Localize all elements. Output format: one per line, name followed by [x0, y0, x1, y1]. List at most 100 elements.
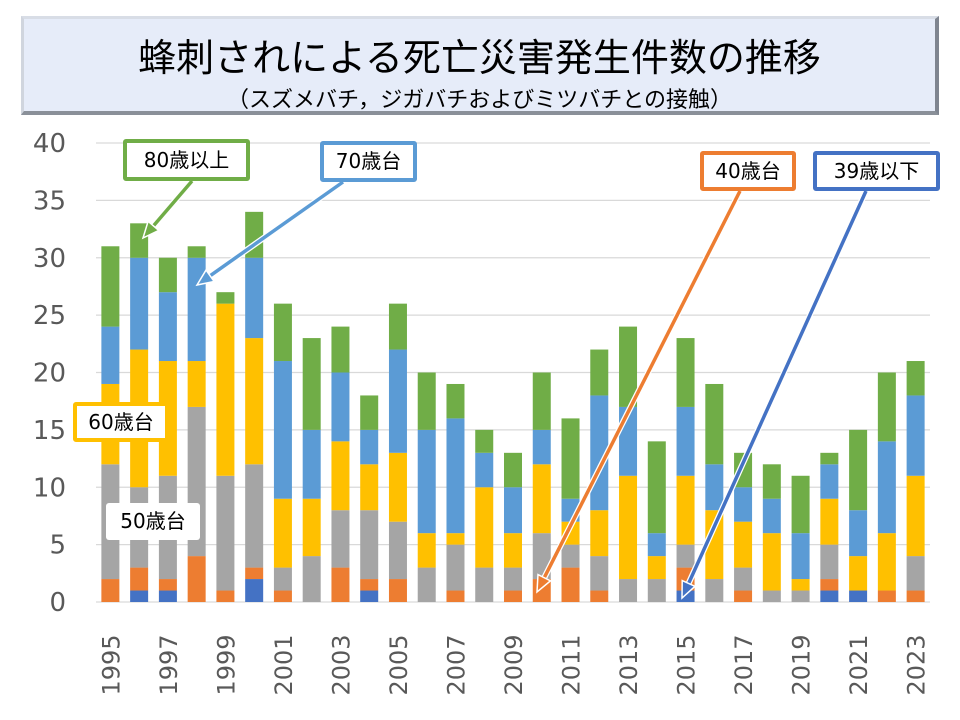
bar-segment [877, 372, 896, 442]
bar-segment [245, 567, 264, 580]
bar-segment [906, 395, 925, 476]
bar-segment [791, 475, 810, 534]
bar-segment [877, 533, 896, 591]
callout-70s-label: 70歳台 [335, 149, 402, 173]
bar-segment [360, 395, 379, 430]
y-tick-label: 20 [33, 359, 66, 389]
bar-segment [705, 510, 724, 580]
y-tick-label: 25 [33, 301, 66, 331]
arrowhead-icon [681, 579, 697, 600]
bar-group-2004 [360, 395, 379, 602]
bar-segment [762, 590, 781, 602]
callout-40s-label: 40歳台 [715, 159, 781, 183]
bar-segment [791, 533, 810, 580]
arrow-40s [536, 189, 743, 594]
bar-segment [906, 475, 925, 557]
bar-group-2015 [676, 338, 695, 602]
bar-segment [791, 579, 810, 591]
bar-segment [417, 429, 436, 534]
bar-segment [417, 533, 436, 568]
bar-segment [130, 257, 149, 350]
bar-segment [532, 429, 551, 465]
bar-group-2003 [331, 326, 350, 602]
bar-segment [360, 510, 379, 580]
bar-segment [101, 579, 120, 602]
x-tick-label: 2009 [500, 634, 528, 695]
bar-segment [101, 326, 120, 384]
bar-segment [360, 464, 379, 511]
bar-group-2022 [877, 372, 896, 602]
bar-segment [417, 567, 436, 602]
bar-segment [647, 579, 666, 602]
bar-segment [590, 349, 609, 396]
bar-segment [331, 326, 350, 373]
bar-segment [676, 406, 695, 476]
bar-segment [331, 567, 350, 602]
bar-group-2014 [647, 441, 666, 602]
bar-segment [273, 567, 292, 591]
bar-group-2009 [504, 452, 522, 602]
y-tick-label: 10 [33, 473, 66, 503]
bar-group-2002 [302, 338, 321, 602]
x-tick-label: 1999 [212, 634, 240, 695]
chart-title: 蜂刺されによる死亡災害発生件数の推移 [138, 36, 821, 80]
bar-segment [273, 303, 292, 362]
y-tick-label: 15 [33, 416, 66, 446]
bar-segment [187, 556, 206, 602]
bar-segment [504, 590, 522, 602]
arrow-39-under [681, 189, 869, 600]
bar-segment [158, 590, 177, 602]
bar-group-2018 [762, 464, 781, 602]
bar-segment [187, 361, 206, 407]
bar-segment [446, 544, 465, 591]
y-tick-label: 5 [49, 531, 66, 561]
callout-40s: 40歳台 [700, 151, 796, 191]
bar-segment [590, 590, 609, 602]
bar-segment [417, 372, 436, 430]
bar-group-2005 [388, 303, 407, 602]
x-tick-label: 2013 [615, 634, 643, 695]
bar-group-2013 [619, 326, 638, 602]
chart-subtitle: （スズメバチ，ジガバチおよびミツバチとの接触） [226, 88, 733, 113]
bar-segment [475, 567, 494, 602]
bar-segment [475, 452, 494, 488]
bar-segment [734, 487, 753, 522]
bar-segment [504, 567, 522, 591]
bar-segment [676, 475, 695, 545]
bar-segment [820, 498, 839, 545]
arrow-70s [195, 179, 345, 287]
y-tick-label: 35 [33, 186, 66, 216]
bar-group-2000 [245, 211, 264, 602]
x-tick-label: 2021 [845, 634, 873, 695]
y-tick-label: 0 [49, 588, 66, 618]
bar-segment [475, 429, 494, 453]
x-tick-label: 2011 [558, 634, 586, 695]
bar-segment [647, 533, 666, 557]
bar-segment [849, 429, 868, 511]
bar-segment [849, 510, 868, 557]
bar-segment [273, 498, 292, 568]
x-tick-label: 2017 [730, 634, 758, 695]
bar-group-2007 [446, 383, 465, 602]
bar-segment [906, 590, 925, 602]
bar-segment [187, 246, 206, 258]
bar-segment [245, 257, 264, 339]
bar-segment [762, 498, 781, 534]
bar-segment [216, 590, 235, 602]
bar-segment [273, 590, 292, 602]
callout-70s: 70歳台 [320, 141, 417, 182]
bar-segment [676, 544, 695, 568]
y-axis-ticks: 0 5 10 15 20 25 30 35 40 [33, 129, 66, 618]
bar-segment [302, 429, 321, 499]
bar-segment [130, 223, 149, 258]
bar-segment [475, 487, 494, 568]
bar-segment [647, 556, 666, 580]
bar-group-2021 [849, 429, 868, 602]
callout-50s: 50歳台 [106, 503, 200, 540]
bar-segment [791, 590, 810, 602]
bar-segment [734, 521, 753, 568]
bar-segment [388, 579, 407, 602]
arrow-80-plus [141, 179, 195, 240]
y-tick-label: 30 [33, 244, 66, 274]
x-tick-label: 2005 [385, 634, 413, 695]
